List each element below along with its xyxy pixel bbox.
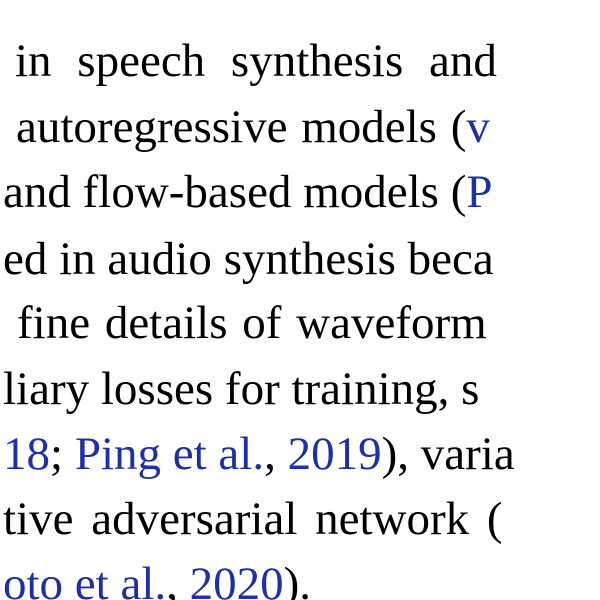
citation-link[interactable]: Ping et al. <box>74 428 265 480</box>
text-segment: fine details of waveform <box>17 297 487 349</box>
text-segment: , <box>264 428 288 480</box>
text-line-6: liary losses for training, s <box>3 361 479 417</box>
text-segment: ), varia <box>381 428 515 480</box>
text-line-3: and flow-based models (P <box>3 164 493 220</box>
text-segment: and flow-based models ( <box>3 166 467 218</box>
text-line-2: autoregressive models (v <box>16 99 490 155</box>
citation-link[interactable]: 18 <box>3 428 50 480</box>
text-segment: ; <box>50 428 75 480</box>
text-segment: tive adversarial network ( <box>3 493 503 545</box>
text-segment: in speech synthesis and <box>15 35 497 87</box>
text-segment: ). <box>283 558 312 600</box>
citation-link[interactable]: 2020 <box>189 558 284 600</box>
text-line-5: fine details of waveform <box>17 295 487 351</box>
text-line-1: in speech synthesis and <box>15 33 497 89</box>
text-segment: liary losses for training, s <box>3 363 480 415</box>
text-segment: ed in audio synthesis beca <box>3 233 494 285</box>
text-line-4: ed in audio synthesis beca <box>3 231 494 287</box>
text-line-7: 18; Ping et al., 2019), varia <box>3 426 515 482</box>
text-line-9: oto et al., 2020). <box>3 556 311 600</box>
citation-link[interactable]: oto et al. <box>3 558 167 600</box>
citation-link[interactable]: P <box>466 166 493 218</box>
citation-link[interactable]: 2019 <box>287 428 382 480</box>
text-segment: , <box>166 558 190 600</box>
text-segment: autoregressive models ( <box>16 101 467 153</box>
text-line-8: tive adversarial network ( <box>3 491 503 547</box>
citation-link[interactable]: v <box>466 101 490 153</box>
